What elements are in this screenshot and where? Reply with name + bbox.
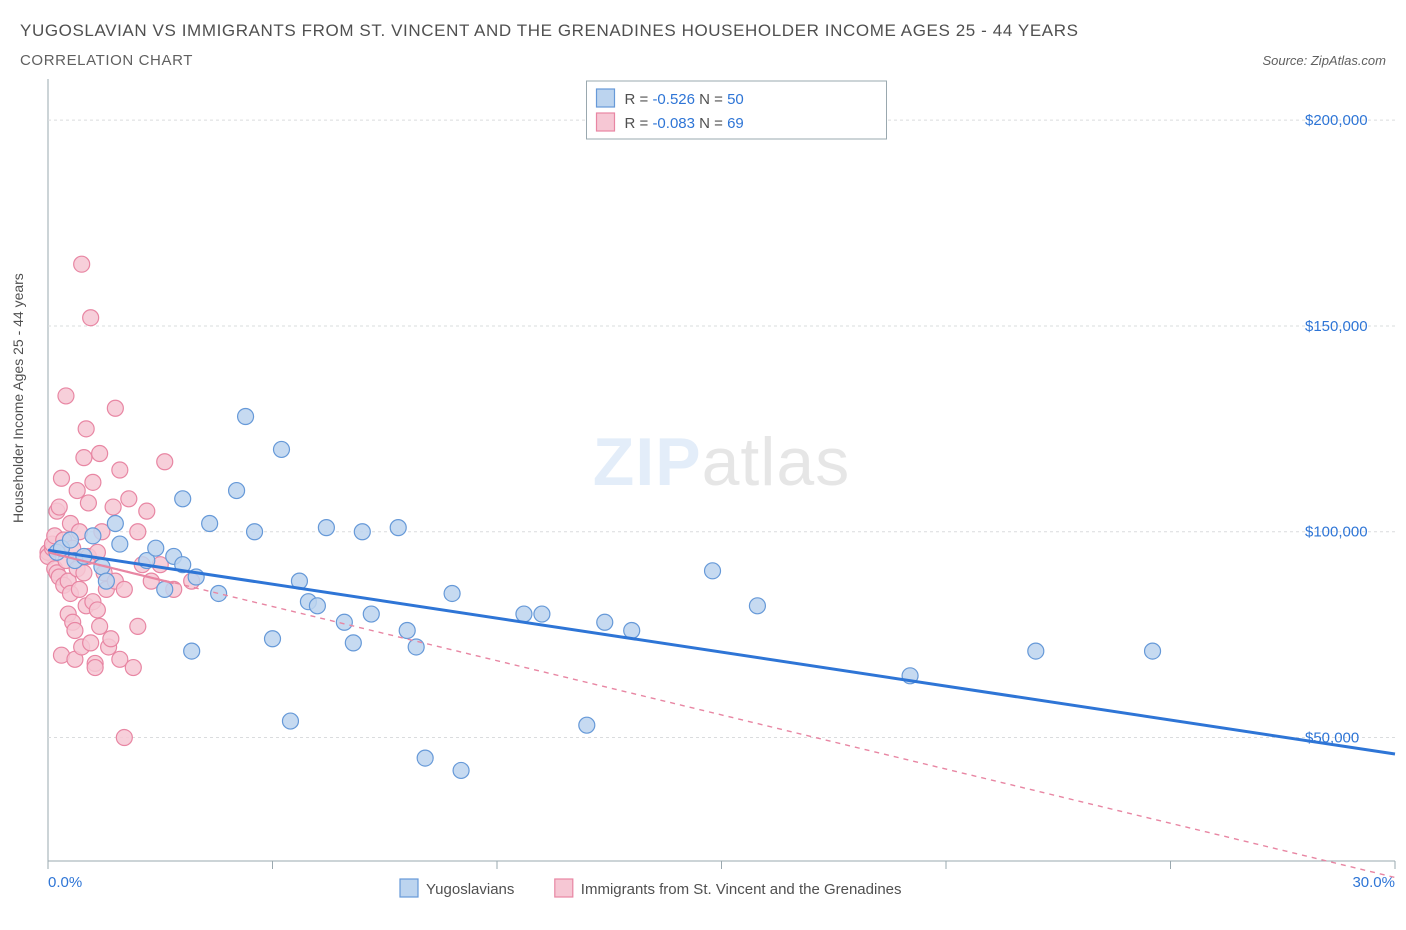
chart-subtitle: CORRELATION CHART: [20, 52, 193, 69]
legend-top-text: R = -0.526 N = 50: [625, 91, 744, 108]
chart-source: Source: ZipAtlas.com: [1262, 53, 1386, 68]
scatter-point-svg_im: [71, 581, 87, 597]
scatter-point-svg_im: [139, 503, 155, 519]
scatter-point-svg_im: [87, 659, 103, 675]
legend-top-text: R = -0.083 N = 69: [625, 115, 744, 132]
legend-top-swatch: [597, 89, 615, 107]
scatter-point-svg_im: [103, 630, 119, 646]
legend-bottom-swatch: [555, 879, 573, 897]
scatter-point-yugo: [354, 523, 370, 539]
scatter-point-svg_im: [130, 523, 146, 539]
scatter-point-svg_im: [92, 445, 108, 461]
scatter-point-svg_im: [125, 659, 141, 675]
subtitle-row: CORRELATION CHART Source: ZipAtlas.com: [20, 52, 1386, 69]
scatter-point-yugo: [408, 638, 424, 654]
scatter-point-yugo: [148, 540, 164, 556]
scatter-point-svg_im: [157, 453, 173, 469]
scatter-point-svg_im: [130, 618, 146, 634]
scatter-point-svg_im: [89, 601, 105, 617]
scatter-point-yugo: [309, 597, 325, 613]
scatter-point-yugo: [202, 515, 218, 531]
scatter-point-svg_im: [74, 256, 90, 272]
scatter-point-svg_im: [105, 499, 121, 515]
scatter-point-yugo: [345, 634, 361, 650]
scatter-point-svg_im: [107, 400, 123, 416]
scatter-point-yugo: [705, 562, 721, 578]
chart-svg: $50,000$100,000$150,000$200,0000.0%30.0%…: [0, 69, 1406, 909]
x-tick-label: 30.0%: [1352, 874, 1395, 891]
scatter-point-yugo: [85, 527, 101, 543]
scatter-point-svg_im: [121, 490, 137, 506]
scatter-point-svg_im: [58, 387, 74, 403]
scatter-point-yugo: [112, 536, 128, 552]
scatter-point-yugo: [534, 606, 550, 622]
scatter-point-yugo: [318, 519, 334, 535]
scatter-point-yugo: [1028, 643, 1044, 659]
trend-svg_im: [48, 552, 1395, 877]
chart-header: YUGOSLAVIAN VS IMMIGRANTS FROM ST. VINCE…: [0, 0, 1406, 69]
watermark: ZIPatlas: [593, 424, 850, 500]
scatter-point-svg_im: [69, 482, 85, 498]
scatter-point-yugo: [624, 622, 640, 638]
scatter-point-svg_im: [116, 729, 132, 745]
legend-bottom-label: Immigrants from St. Vincent and the Gren…: [581, 881, 902, 898]
scatter-point-yugo: [1145, 643, 1161, 659]
trend-yugo: [48, 550, 1395, 754]
scatter-point-yugo: [175, 490, 191, 506]
scatter-point-svg_im: [83, 309, 99, 325]
scatter-point-yugo: [238, 408, 254, 424]
scatter-point-yugo: [184, 643, 200, 659]
scatter-point-yugo: [107, 515, 123, 531]
scatter-point-yugo: [157, 581, 173, 597]
scatter-point-yugo: [282, 713, 298, 729]
chart-title: YUGOSLAVIAN VS IMMIGRANTS FROM ST. VINCE…: [20, 18, 1386, 44]
scatter-point-svg_im: [83, 634, 99, 650]
scatter-point-svg_im: [78, 420, 94, 436]
legend-bottom-swatch: [400, 879, 418, 897]
scatter-point-yugo: [453, 762, 469, 778]
scatter-point-yugo: [336, 614, 352, 630]
y-tick-label: $100,000: [1305, 523, 1368, 540]
scatter-point-yugo: [273, 441, 289, 457]
scatter-point-yugo: [749, 597, 765, 613]
scatter-point-yugo: [444, 585, 460, 601]
y-axis-label: Householder Income Ages 25 - 44 years: [10, 273, 26, 523]
scatter-point-svg_im: [92, 618, 108, 634]
legend-top-swatch: [597, 113, 615, 131]
scatter-point-yugo: [229, 482, 245, 498]
scatter-point-yugo: [399, 622, 415, 638]
scatter-point-yugo: [516, 606, 532, 622]
scatter-point-yugo: [265, 630, 281, 646]
scatter-point-yugo: [597, 614, 613, 630]
legend-bottom-label: Yugoslavians: [426, 881, 514, 898]
scatter-point-yugo: [98, 573, 114, 589]
chart-area: Householder Income Ages 25 - 44 years $5…: [0, 69, 1406, 909]
scatter-point-yugo: [579, 717, 595, 733]
source-prefix: Source:: [1262, 53, 1310, 68]
scatter-point-yugo: [390, 519, 406, 535]
scatter-point-svg_im: [80, 494, 96, 510]
scatter-point-svg_im: [53, 470, 69, 486]
scatter-point-svg_im: [112, 462, 128, 478]
scatter-point-yugo: [417, 750, 433, 766]
y-tick-label: $200,000: [1305, 112, 1368, 129]
scatter-point-svg_im: [85, 474, 101, 490]
scatter-point-svg_im: [76, 449, 92, 465]
x-tick-label: 0.0%: [48, 874, 82, 891]
y-tick-label: $150,000: [1305, 317, 1368, 334]
scatter-point-yugo: [363, 606, 379, 622]
scatter-point-svg_im: [51, 499, 67, 515]
scatter-point-svg_im: [67, 622, 83, 638]
scatter-point-yugo: [247, 523, 263, 539]
scatter-point-yugo: [62, 531, 78, 547]
source-name: ZipAtlas.com: [1311, 53, 1386, 68]
scatter-point-svg_im: [116, 581, 132, 597]
scatter-point-yugo: [211, 585, 227, 601]
